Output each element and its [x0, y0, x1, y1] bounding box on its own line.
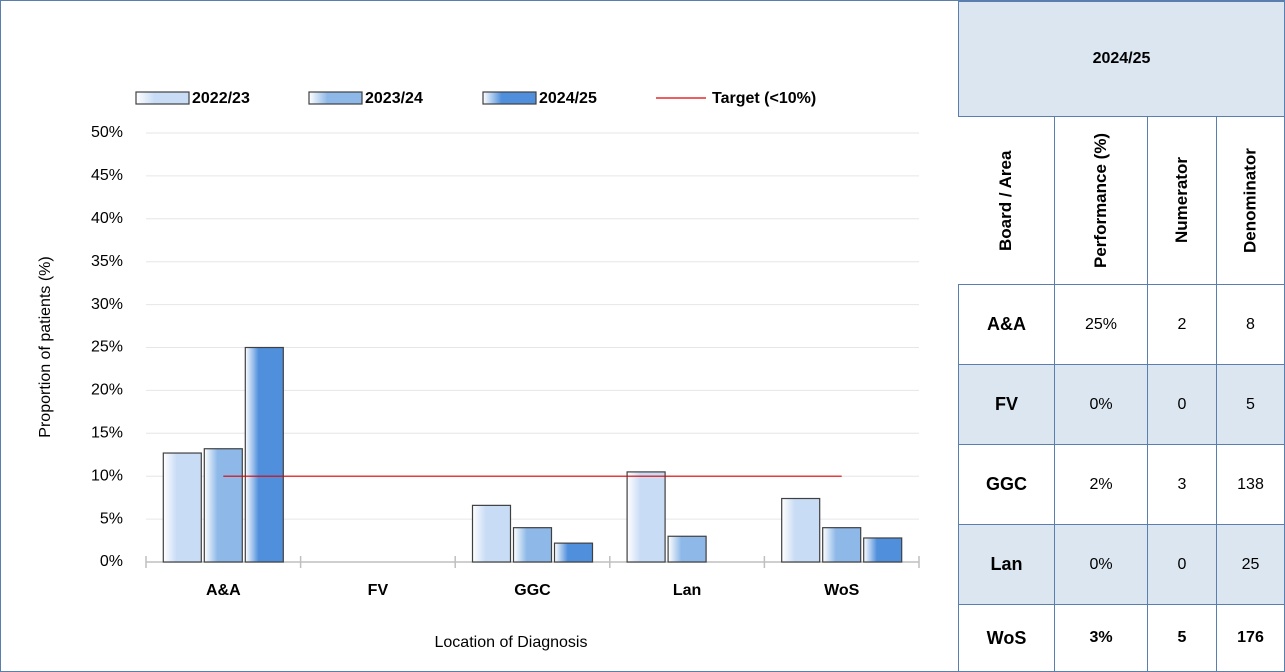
table-cell: 5: [1216, 364, 1284, 444]
x-tick-label: FV: [368, 582, 389, 599]
table-cell: 5: [1147, 604, 1216, 671]
table-cell: WoS: [958, 604, 1054, 671]
y-tick-label: 10%: [91, 467, 123, 484]
bar: [863, 537, 903, 563]
bar: [244, 346, 284, 563]
data-table: 2024/25 Board / Area Performance (%) Numera…: [958, 1, 1284, 671]
y-tick-label: 40%: [91, 210, 123, 227]
legend-label: 2022/23: [192, 90, 250, 107]
y-tick-label: 35%: [91, 253, 123, 270]
x-tick-label: WoS: [824, 582, 860, 599]
y-tick-label: 45%: [91, 167, 123, 184]
y-tick-label: 30%: [91, 296, 123, 313]
y-tick-label: 20%: [91, 382, 123, 399]
bar: [512, 527, 553, 563]
legend-swatch: [482, 91, 537, 105]
table-cell: 25%: [1054, 284, 1147, 364]
bar: [626, 471, 666, 563]
chart: Location of Diagnosis Proportion of pati…: [37, 90, 920, 651]
table-cell: 2: [1147, 284, 1216, 364]
x-tick-label: Lan: [673, 582, 701, 599]
x-tick-label: A&A: [206, 582, 241, 599]
x-tick-label: GGC: [514, 582, 551, 599]
table-cell: 0%: [1054, 364, 1147, 444]
y-tick-label: 5%: [100, 510, 123, 527]
bar: [822, 527, 862, 563]
table-cell: GGC: [958, 444, 1054, 524]
legend-swatch: [135, 91, 190, 105]
column-header: Performance (%): [1054, 116, 1147, 284]
table-cell: 3%: [1054, 604, 1147, 671]
y-axis-label: Proportion of patients (%): [37, 256, 54, 437]
table-cell: 176: [1216, 604, 1284, 671]
table-cell: 3: [1147, 444, 1216, 524]
legend-label: Target (<10%): [712, 90, 816, 107]
legend-label: 2024/25: [539, 90, 597, 107]
table-cell: FV: [958, 364, 1054, 444]
y-tick-label: 50%: [91, 124, 123, 141]
table-cell: 25: [1216, 524, 1284, 604]
bar: [667, 535, 707, 563]
y-tick-label: 0%: [100, 553, 123, 570]
table-cell: 2%: [1054, 444, 1147, 524]
bar: [471, 504, 512, 563]
table-cell: 0: [1147, 364, 1216, 444]
legend-swatch: [308, 91, 363, 105]
table-title: 2024/25: [958, 1, 1284, 116]
table-cell: Lan: [958, 524, 1054, 604]
column-header: Denominator: [1216, 116, 1284, 284]
y-tick-label: 15%: [91, 425, 123, 442]
table-cell: 0: [1147, 524, 1216, 604]
column-header: Numerator: [1147, 116, 1216, 284]
x-axis-label: Location of Diagnosis: [435, 634, 588, 651]
column-header: Board / Area: [958, 116, 1054, 284]
bar: [553, 542, 594, 563]
table-cell: 8: [1216, 284, 1284, 364]
bar: [162, 452, 202, 563]
table-cell: 138: [1216, 444, 1284, 524]
bar: [781, 497, 821, 563]
legend-label: 2023/24: [365, 90, 423, 107]
bar: [203, 448, 243, 563]
table-cell: 0%: [1054, 524, 1147, 604]
table-cell: A&A: [958, 284, 1054, 364]
y-tick-label: 25%: [91, 339, 123, 356]
